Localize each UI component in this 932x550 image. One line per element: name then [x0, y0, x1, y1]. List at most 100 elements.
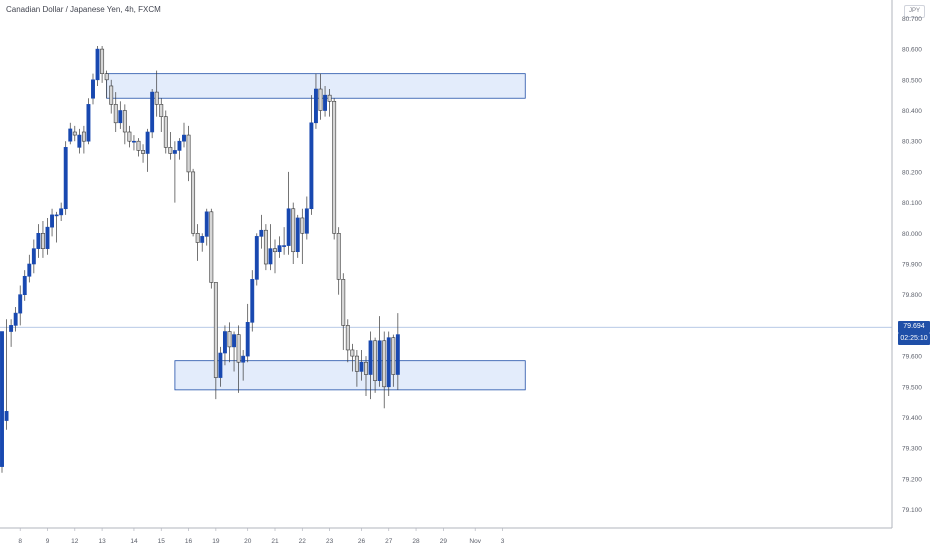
- candle-19: [86, 98, 91, 145]
- price-axis[interactable]: 80.700 80.600 80.500 80.400 80.300 80.200 80.1…: [902, 16, 922, 514]
- price-tick-label: 80.200: [902, 169, 922, 176]
- candle-body: [132, 140, 136, 143]
- candle-46: [209, 208, 214, 289]
- candle-body: [273, 248, 277, 253]
- price-tick-label: 79.800: [902, 292, 922, 299]
- price-tick-label: 80.500: [902, 77, 922, 84]
- candle-body: [304, 208, 309, 234]
- candle-body: [263, 229, 268, 265]
- candle-6: [27, 254, 32, 283]
- candle-7: [31, 239, 36, 274]
- candle-52: [236, 325, 241, 393]
- candle-body: [386, 337, 391, 388]
- candle-54: [245, 303, 250, 363]
- time-tick-label: 13: [98, 538, 106, 545]
- candle-5: [22, 270, 27, 301]
- candle-body: [63, 147, 68, 210]
- candle-65: [295, 214, 300, 258]
- candle-body: [377, 340, 382, 381]
- price-tick-label: 79.200: [902, 476, 922, 483]
- candle-body: [241, 355, 246, 363]
- candle-body: [50, 214, 55, 228]
- candle-body: [150, 91, 155, 133]
- candle-body: [236, 334, 241, 363]
- candle-body: [250, 279, 255, 323]
- candle-body: [13, 312, 18, 326]
- price-tick-label: 79.100: [902, 507, 922, 514]
- candle-75: [341, 273, 346, 350]
- candle-body: [291, 208, 296, 253]
- candle-body: [145, 131, 150, 154]
- candle-39: [177, 138, 182, 160]
- candle-18: [81, 125, 86, 154]
- time-tick-label: 15: [158, 538, 166, 545]
- candle-82: [373, 337, 378, 393]
- candle-body: [336, 233, 341, 280]
- time-tick-label: 19: [212, 538, 220, 545]
- candle-49: [223, 325, 227, 366]
- chart-title: Canadian Dollar / Japanese Yen, 4h, FXCM: [6, 5, 161, 14]
- candle-37: [168, 132, 173, 160]
- candle-3: [13, 306, 18, 332]
- candle-42: [191, 168, 196, 237]
- candle-8: [36, 224, 41, 258]
- candle-body: [395, 334, 400, 375]
- candle-15: [68, 122, 73, 145]
- candle-body: [0, 331, 4, 467]
- candle-38: [172, 141, 177, 203]
- candle-12: [54, 211, 59, 243]
- candle-body: [282, 245, 287, 247]
- candle-50: [227, 322, 232, 363]
- candle-body: [40, 233, 45, 249]
- candle-36: [163, 110, 168, 154]
- candle-body: [154, 91, 159, 105]
- candle-body: [22, 275, 27, 295]
- candle-body: [163, 116, 168, 148]
- candle-58: [263, 224, 268, 271]
- candle-body: [345, 325, 350, 351]
- candle-body: [77, 134, 82, 148]
- currency-badge[interactable]: JPY: [904, 5, 925, 18]
- candle-body: [218, 352, 223, 378]
- candle-body: [300, 217, 305, 234]
- bar-countdown-tag: 02:25:10: [898, 333, 930, 346]
- supply-demand-zones: [106, 73, 526, 391]
- candle-body: [9, 325, 14, 332]
- candle-43: [195, 224, 200, 261]
- candle-86: [391, 334, 396, 387]
- candle-body: [136, 140, 141, 151]
- candle-62: [282, 227, 287, 255]
- candle-body: [182, 134, 186, 142]
- candle-68: [309, 95, 314, 215]
- candle-26: [118, 101, 123, 129]
- candle-body: [277, 245, 282, 253]
- candle-body: [368, 340, 373, 375]
- time-tick-label: 28: [412, 538, 420, 545]
- candle-body: [54, 214, 59, 217]
- price-tick-label: 80.100: [902, 200, 922, 207]
- candle-57: [259, 214, 264, 249]
- candle-body: [268, 248, 273, 265]
- candle-31: [141, 144, 145, 163]
- candle-84: [382, 331, 387, 409]
- candle-body: [191, 171, 196, 234]
- candle-10: [45, 217, 50, 255]
- candle-41: [186, 125, 191, 182]
- time-tick-label: 9: [46, 538, 50, 545]
- candle-body: [254, 236, 259, 280]
- candle-73: [332, 98, 337, 240]
- candle-2: [9, 319, 14, 347]
- candle-body: [223, 331, 227, 354]
- candle-24: [109, 79, 114, 114]
- time-tick-label: Nov: [469, 538, 481, 545]
- candle-body: [104, 73, 109, 81]
- zone-1: [174, 360, 526, 391]
- candle-body: [59, 208, 64, 216]
- price-tick-label: 79.300: [902, 446, 922, 453]
- candle-body: [204, 211, 209, 237]
- time-axis[interactable]: 8 9 12 13 14 15 16 19 20 21 22 23 26 27 28 29 Nov 3: [18, 528, 505, 545]
- candle-body: [127, 131, 132, 142]
- candle-body: [18, 294, 23, 314]
- candle-body: [81, 131, 86, 142]
